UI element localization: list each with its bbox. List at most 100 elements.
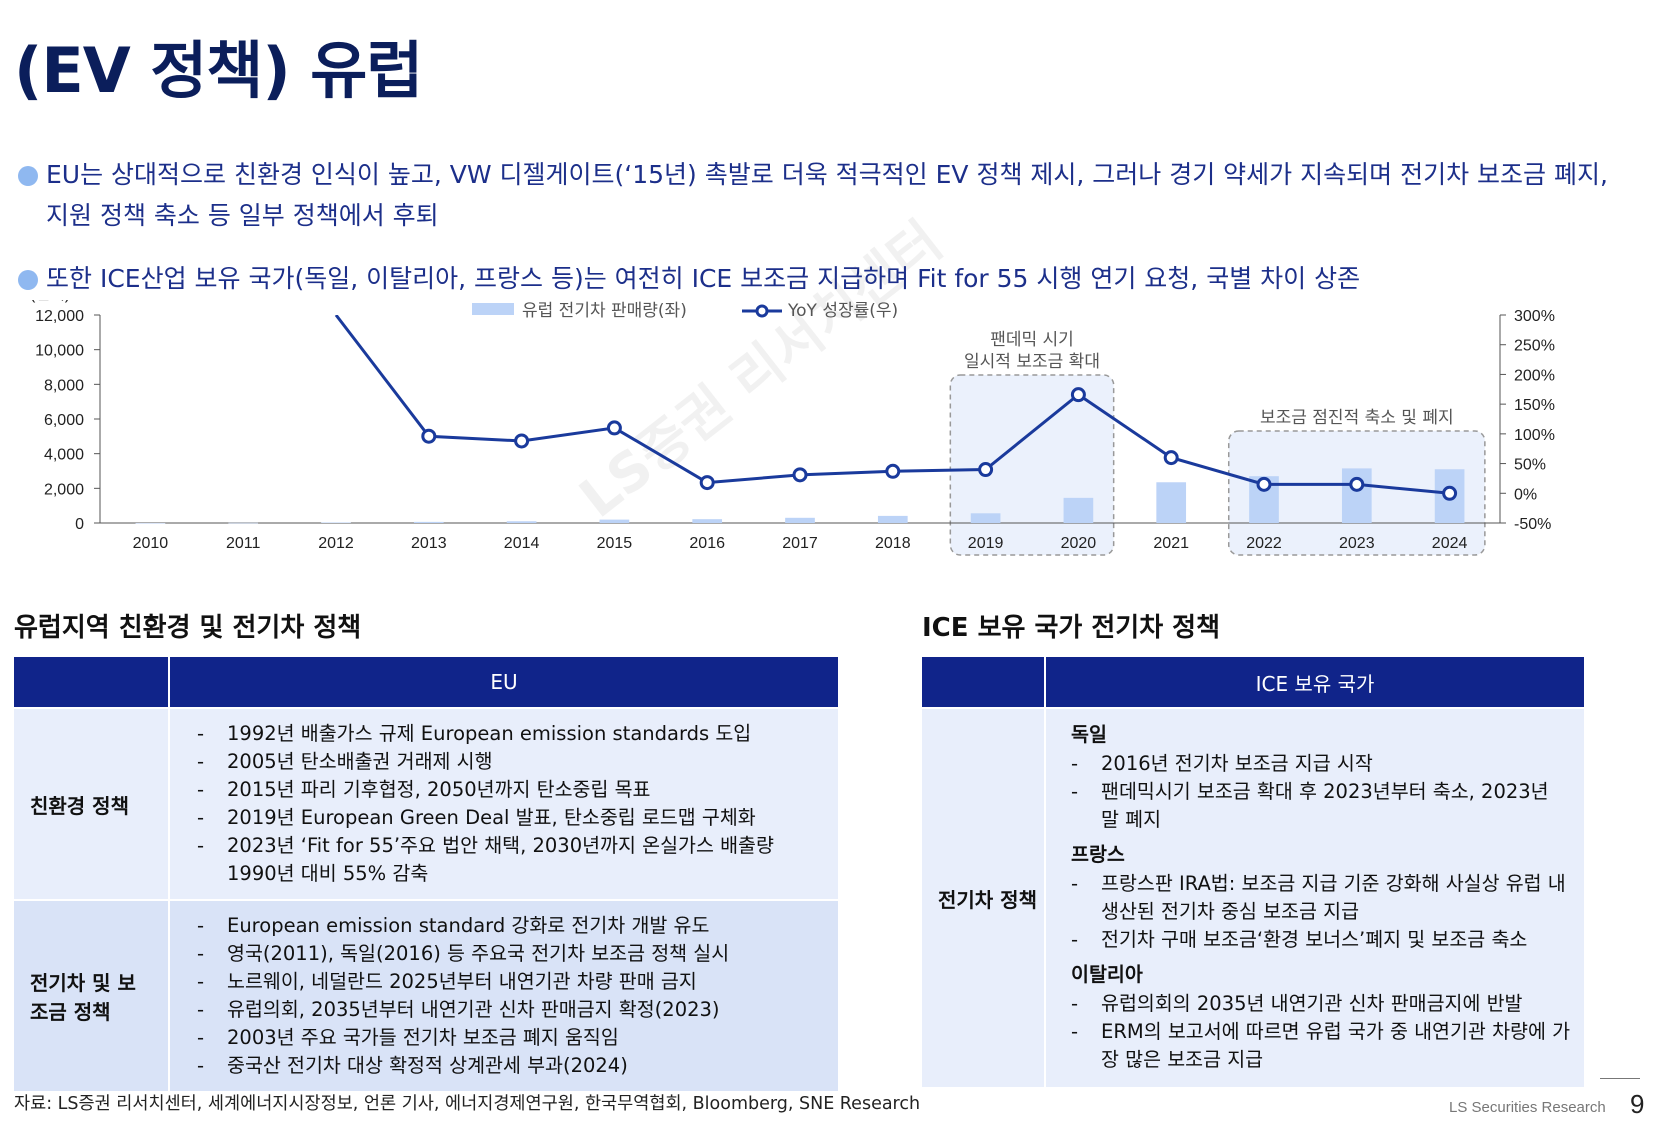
right-axis-tick-label: 300% xyxy=(1514,308,1555,325)
x-tick-label: 2018 xyxy=(875,535,911,552)
row-content: European emission standard 강화로 전기차 개발 유도… xyxy=(168,899,840,1093)
list-item: 유럽의회의 2035년 내연기관 신차 판매금지에 반발 xyxy=(1071,990,1571,1018)
yoy-growth-point xyxy=(792,467,808,483)
country-name: 독일 xyxy=(1071,723,1107,746)
table-header-blank xyxy=(12,655,170,709)
list-item: 노르웨이, 네덜란드 2025년부터 내연기관 차량 판매 금지 xyxy=(197,968,827,996)
left-axis-tick-label: 6,000 xyxy=(44,412,84,429)
row-content: 독일 2016년 전기차 보조금 지급 시작 팬데믹시기 보조금 확대 후 20… xyxy=(1044,707,1586,1089)
right-axis-tick-label: 150% xyxy=(1514,397,1555,414)
row-label-text: 전기차 및 보조금 정책 xyxy=(30,971,136,1024)
list-item: 1992년 배출가스 규제 European emission standard… xyxy=(197,720,827,748)
sales-bar xyxy=(228,522,259,524)
row-label-ev-subsidy-policy: 전기차 및 보조금 정책 xyxy=(12,899,170,1093)
list-item: ERM의 보고서에 따르면 유럽 국가 중 내연기관 차량에 가장 많은 보조금… xyxy=(1071,1018,1571,1074)
row-label-eco-policy: 친환경 정책 xyxy=(12,707,170,901)
list-item: 영국(2011), 독일(2016) 등 주요국 전기차 보조금 정책 실시 xyxy=(197,940,827,968)
right-section-title: ICE 보유 국가 전기차 정책 xyxy=(922,613,1221,643)
x-tick-label: 2010 xyxy=(133,535,169,552)
yoy-growth-point xyxy=(1163,450,1179,466)
policy-list: European emission standard 강화로 전기차 개발 유도… xyxy=(171,902,837,1090)
sales-bar xyxy=(1063,497,1094,523)
annotation-label: 일시적 보조금 확대 xyxy=(964,352,1100,372)
policy-list: 유럽의회의 2035년 내연기관 신차 판매금지에 반발 ERM의 보고서에 따… xyxy=(1071,990,1571,1080)
legend-label-line: YoY 성장률(우) xyxy=(787,301,898,321)
bullet-dot-icon xyxy=(18,270,38,290)
table-row: 전기차 정책 독일 2016년 전기차 보조금 지급 시작 팬데믹시기 보조금 … xyxy=(920,707,1586,1089)
x-tick-label: 2021 xyxy=(1153,535,1189,552)
list-item: 2023년 ‘Fit for 55’주요 법안 채택, 2030년까지 온실가스… xyxy=(197,832,827,888)
left-section-title: 유럽지역 친환경 및 전기차 정책 xyxy=(14,613,362,643)
bullet-text: 또한 ICE산업 보유 국가(독일, 이탈리아, 프랑스 등)는 여전히 ICE… xyxy=(46,264,1361,293)
right-axis-tick-label: 250% xyxy=(1514,338,1555,355)
source-note: 자료: LS증권 리서치센터, 세계에너지시장정보, 언론 기사, 에너지경제연… xyxy=(14,1094,921,1114)
yoy-growth-point xyxy=(978,462,994,478)
right-axis-tick-label: 200% xyxy=(1514,367,1555,384)
x-tick-label: 2024 xyxy=(1432,535,1468,552)
page-title: (EV 정책) 유럽 xyxy=(14,34,423,107)
left-axis-tick-label: 2,000 xyxy=(44,481,84,498)
right-axis-tick-label: 0% xyxy=(1514,486,1537,503)
country-name: 프랑스 xyxy=(1071,843,1125,866)
yoy-growth-point xyxy=(514,433,530,449)
right-axis-tick-label: 50% xyxy=(1514,457,1546,474)
x-tick-label: 2022 xyxy=(1246,535,1282,552)
sales-bar xyxy=(1156,482,1187,523)
x-tick-label: 2023 xyxy=(1339,535,1375,552)
x-tick-label: 2011 xyxy=(226,535,261,552)
country-name: 이탈리아 xyxy=(1071,963,1143,986)
policy-list: 1992년 배출가스 규제 European emission standard… xyxy=(171,710,837,898)
x-tick-label: 2012 xyxy=(318,535,354,552)
list-item: 2016년 전기차 보조금 지급 시작 xyxy=(1071,750,1571,778)
bullet-dot-icon xyxy=(18,166,38,186)
list-item: 중국산 전기차 대상 확정적 상계관세 부과(2024) xyxy=(197,1052,827,1080)
list-item: 2015년 파리 기후협정, 2050년까지 탄소중립 목표 xyxy=(197,776,827,804)
left-axis-unit: (천대) xyxy=(30,300,70,303)
x-tick-label: 2013 xyxy=(411,535,447,552)
table-header-ice: ICE 보유 국가 xyxy=(1044,655,1586,709)
annotation-label: 보조금 점진적 축소 및 폐지 xyxy=(1260,408,1454,428)
x-tick-label: 2016 xyxy=(689,535,725,552)
page-number: 9 xyxy=(1630,1089,1645,1119)
yoy-growth-point xyxy=(1256,476,1272,492)
left-axis-tick-label: 0 xyxy=(75,516,84,533)
brand-label: LS Securities Research xyxy=(1449,1099,1606,1116)
sales-bar xyxy=(785,517,815,523)
country-germany: 독일 2016년 전기차 보조금 지급 시작 팬데믹시기 보조금 확대 후 20… xyxy=(1047,710,1583,1086)
x-tick-label: 2015 xyxy=(597,535,633,552)
sales-bar xyxy=(135,522,166,524)
left-axis-tick-label: 12,000 xyxy=(35,308,84,325)
table-header-eu: EU xyxy=(168,655,840,709)
row-content: 1992년 배출가스 규제 European emission standard… xyxy=(168,707,840,901)
footer-divider xyxy=(1600,1078,1640,1079)
list-item: 2019년 European Green Deal 발표, 탄소중립 로드맵 구… xyxy=(197,804,827,832)
sales-bar xyxy=(599,519,630,523)
bullet-text: EU는 상대적으로 친환경 인식이 높고, VW 디젤게이트(‘15년) 촉발로… xyxy=(46,160,1608,230)
left-axis-tick-label: 8,000 xyxy=(44,377,84,394)
sales-bar xyxy=(321,522,351,523)
yoy-growth-point xyxy=(1349,476,1365,492)
legend-swatch-marker xyxy=(755,304,769,318)
list-item: 2003년 주요 국가들 전기차 보조금 폐지 움직임 xyxy=(197,1024,827,1052)
x-tick-label: 2020 xyxy=(1061,535,1097,552)
eu-policy-table: EU 친환경 정책 1992년 배출가스 규제 European emissio… xyxy=(12,655,840,1093)
bullet-point: EU는 상대적으로 친환경 인식이 높고, VW 디젤게이트(‘15년) 촉발로… xyxy=(14,154,1614,236)
sales-bar xyxy=(877,515,908,523)
left-axis-tick-label: 10,000 xyxy=(35,343,84,360)
list-item: 유럽의회, 2035년부터 내연기관 신차 판매금지 확정(2023) xyxy=(197,996,827,1024)
yoy-growth-point xyxy=(699,475,715,491)
yoy-growth-point xyxy=(1442,485,1458,501)
sales-bar xyxy=(692,519,723,523)
list-item: 전기차 구매 보조금‘환경 보너스’폐지 및 보조금 축소 xyxy=(1071,926,1571,954)
table-row: 친환경 정책 1992년 배출가스 규제 European emission s… xyxy=(12,707,840,901)
table-header-blank xyxy=(920,655,1046,709)
x-tick-label: 2014 xyxy=(504,535,540,552)
annotation-label: 팬데믹 시기 xyxy=(990,330,1074,350)
list-item: 팬데믹시기 보조금 확대 후 2023년부터 축소, 2023년 말 폐지 xyxy=(1071,778,1571,834)
bullet-point: 또한 ICE산업 보유 국가(독일, 이탈리아, 프랑스 등)는 여전히 ICE… xyxy=(14,258,1614,299)
yoy-growth-point xyxy=(1070,387,1086,403)
sales-bar xyxy=(1341,468,1372,523)
list-item: European emission standard 강화로 전기차 개발 유도 xyxy=(197,912,827,940)
left-axis-tick-label: 4,000 xyxy=(44,447,84,464)
